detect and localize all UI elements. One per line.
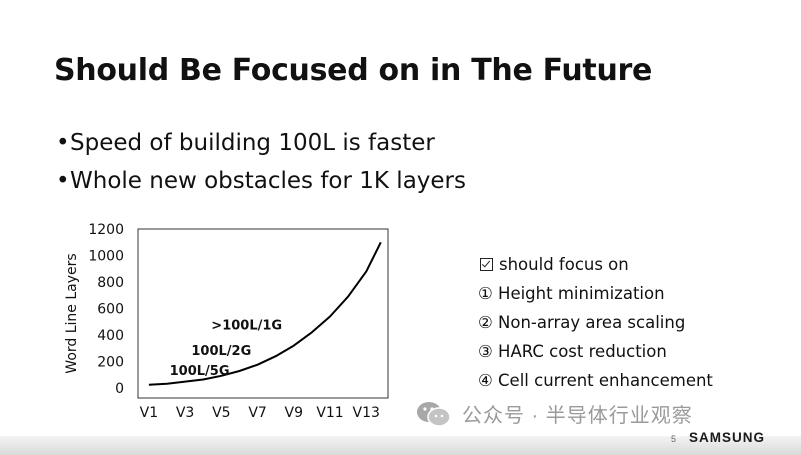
focus-item: ④ Cell current enhancement bbox=[478, 371, 713, 390]
focus-header-text: should focus on bbox=[499, 255, 629, 274]
word-line-chart: 0 200 400 600 800 1000 1200 V1 V3 V5 V7 V9 V11 V13 Wor… bbox=[64, 222, 389, 421]
samsung-logo: SAMSUNG bbox=[689, 430, 766, 445]
y-tick-label: 600 bbox=[97, 302, 124, 318]
bullet-list: •Speed of building 100L is faster •Whole… bbox=[56, 124, 466, 200]
checkbox-icon bbox=[480, 258, 493, 271]
watermark: 公众号 · 半导体行业观察 bbox=[416, 399, 693, 428]
y-tick-label: 800 bbox=[97, 275, 124, 291]
x-tick-label: V1 bbox=[140, 405, 158, 421]
y-tick-label: 0 bbox=[115, 381, 124, 397]
series-line bbox=[148, 241, 382, 386]
focus-list: should focus on ① Height minimization ② … bbox=[478, 250, 713, 395]
watermark-text: 公众号 · 半导体行业观察 bbox=[462, 405, 693, 427]
annotation-label: 100L/5G bbox=[170, 364, 230, 379]
x-tick-label: V7 bbox=[248, 405, 266, 421]
annotation-label: 100L/2G bbox=[191, 344, 251, 359]
focus-item: ① Height minimization bbox=[478, 284, 665, 303]
bullet-marker: • bbox=[56, 130, 70, 156]
x-tick-label: V3 bbox=[176, 405, 194, 421]
footer-bar bbox=[0, 436, 801, 455]
y-tick-label: 200 bbox=[97, 355, 124, 371]
bullet-marker: • bbox=[56, 168, 70, 194]
bullet-item: •Speed of building 100L is faster bbox=[56, 124, 466, 162]
y-tick-label: 1000 bbox=[88, 249, 124, 265]
x-tick-label: V9 bbox=[285, 405, 303, 421]
y-tick-label: 400 bbox=[97, 328, 124, 344]
bullet-item: •Whole new obstacles for 1K layers bbox=[56, 162, 466, 200]
x-tick-label: V13 bbox=[353, 405, 380, 421]
focus-item: ③ HARC cost reduction bbox=[478, 342, 667, 361]
y-tick-label: 1200 bbox=[88, 222, 124, 238]
bullet-text: Speed of building 100L is faster bbox=[70, 130, 435, 156]
bullet-text: Whole new obstacles for 1K layers bbox=[70, 168, 466, 194]
x-tick-label: V5 bbox=[212, 405, 230, 421]
wechat-icon bbox=[417, 401, 451, 427]
page-number: 5 bbox=[671, 434, 677, 444]
slide-title: Should Be Focused on in The Future bbox=[54, 53, 653, 88]
focus-header: should focus on bbox=[478, 250, 713, 279]
plot-frame bbox=[137, 228, 389, 399]
annotation-label: >100L/1G bbox=[211, 319, 282, 334]
focus-item: ② Non-array area scaling bbox=[478, 313, 686, 332]
x-tick-label: V11 bbox=[316, 405, 343, 421]
y-axis-label: Word Line Layers bbox=[64, 253, 80, 373]
